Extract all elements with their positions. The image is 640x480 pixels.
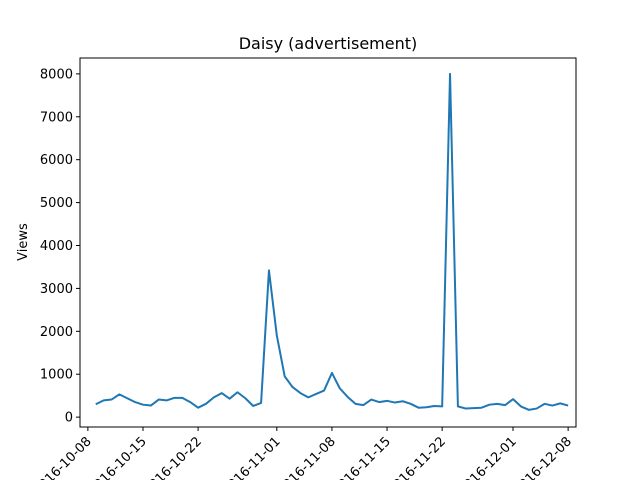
y-tick-label: 1000 [40,368,73,383]
y-tick-label: 2000 [40,325,73,340]
y-axis-label: Views [16,223,31,261]
data-series [95,72,569,411]
y-tick-label: 0 [65,411,73,426]
chart-title: Daisy (advertisement) [239,34,418,53]
y-axis-ticks: 0 1000 2000 3000 4000 5000 6000 7000 8000 [40,67,80,426]
plot-area-frame [79,57,577,428]
y-tick-label: 7000 [40,110,73,125]
series-line [95,72,569,411]
y-tick-label: 8000 [40,67,73,82]
y-tick-label: 4000 [40,239,73,254]
y-tick-label: 3000 [40,282,73,297]
y-tick-label: 5000 [40,196,73,211]
y-tick-label: 6000 [40,153,73,168]
